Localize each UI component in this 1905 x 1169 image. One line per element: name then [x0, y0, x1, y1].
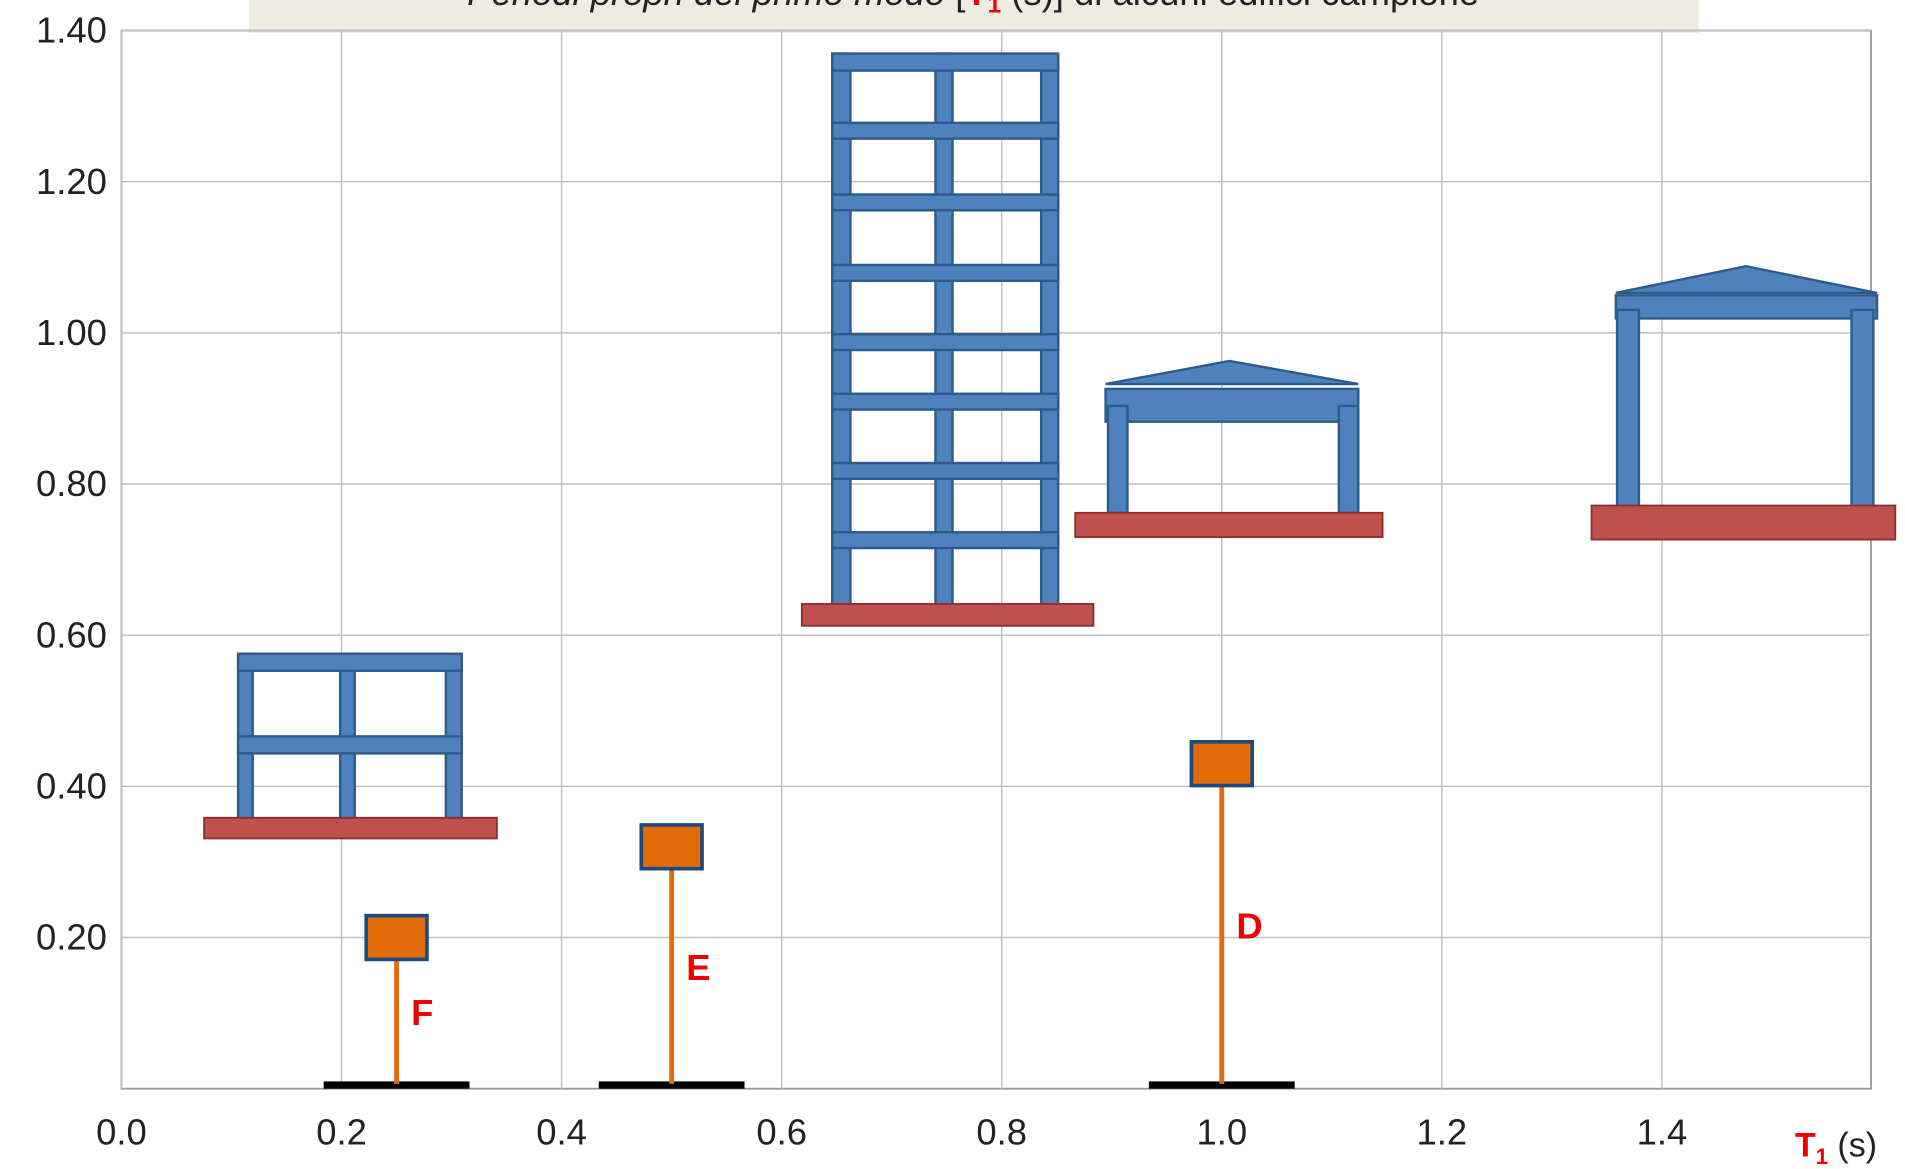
- x-tick-label: 0.8: [976, 1112, 1027, 1153]
- x-axis-label: T1 (s): [1795, 1127, 1877, 1169]
- point: [639, 823, 704, 871]
- point-label: D: [1236, 905, 1262, 946]
- y-tick-label: 0.80: [36, 463, 107, 504]
- building-portal-1: [1074, 359, 1384, 539]
- x-tick-label: 0.6: [756, 1112, 807, 1153]
- point: [1189, 739, 1254, 788]
- x-tick-label: 1.4: [1637, 1112, 1688, 1153]
- stems: F E D: [323, 739, 1295, 1089]
- ground: [598, 1081, 745, 1089]
- building-portal-2: [1590, 264, 1897, 541]
- chart-title: Periodi propri del primo modo [T1 (s)] d…: [467, 0, 1479, 18]
- ground: [1148, 1081, 1295, 1089]
- x-tick-label: 0.4: [536, 1112, 587, 1153]
- ground: [323, 1081, 470, 1089]
- point-label: E: [686, 947, 710, 988]
- y-tick-label: 1.00: [36, 312, 107, 353]
- y-tick-label: 0.60: [36, 614, 107, 655]
- x-tick-label: 1.0: [1196, 1112, 1247, 1153]
- y-tick-label: 0.20: [36, 917, 107, 958]
- point: [364, 913, 429, 962]
- buildings: [203, 52, 1897, 840]
- x-tick-label: 1.2: [1417, 1112, 1468, 1153]
- y-tick-label: 0.40: [36, 766, 107, 807]
- building-tall: [800, 52, 1095, 627]
- grid: 0.20 0.40 0.60 0.80 1.00 1.20 1.40 0.0 0.2 0.4 0.6…: [36, 10, 1872, 1153]
- building-2-storey: [203, 652, 498, 840]
- y-tick-label: 1.40: [36, 10, 107, 51]
- y-tick-label: 1.20: [36, 161, 107, 202]
- x-tick-label: 0.0: [96, 1112, 147, 1153]
- x-tick-label: 0.2: [316, 1112, 367, 1153]
- point-label: F: [411, 992, 433, 1033]
- title-box: [249, 0, 1699, 33]
